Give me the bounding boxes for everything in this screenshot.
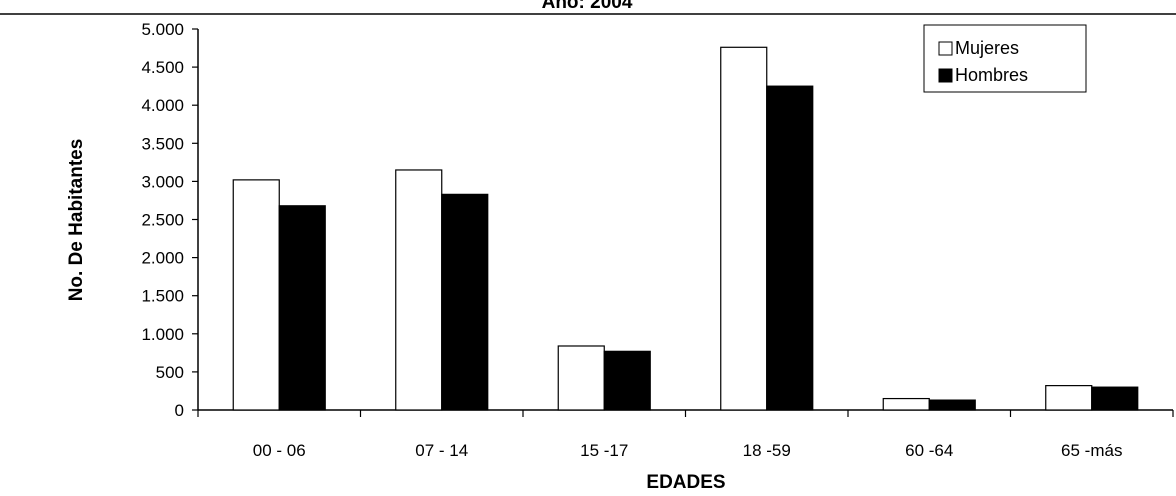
bar-mujeres	[720, 46, 768, 411]
legend-swatch-hombres	[938, 68, 953, 83]
x-axis-title: EDADES	[646, 472, 725, 493]
y-tick-label: 500	[156, 363, 184, 382]
x-tick-label: 60 -64	[905, 441, 953, 460]
bar-hombres	[928, 399, 976, 411]
plot-area: 0 500 1.000 1.500 2.000 2.500 3.000 3.500 4.000 4…	[141, 20, 1174, 460]
legend-label-hombres: Hombres	[955, 65, 1028, 85]
bar-hombres	[766, 85, 814, 411]
bar-mujeres	[882, 397, 930, 411]
x-tick-label: 18 -59	[743, 441, 791, 460]
x-tick-label: 65 -más	[1061, 441, 1122, 460]
bar-hombres	[603, 350, 651, 411]
y-tick-label: 1.000	[141, 325, 184, 344]
y-tick-label: 5.000	[141, 20, 184, 39]
y-axis-title: No. De Habitantes	[66, 139, 87, 302]
y-tick-label: 4.500	[141, 58, 184, 77]
x-tick-label: 07 - 14	[415, 441, 468, 460]
bar-hombres	[278, 205, 326, 411]
chart-title: Año: 2004	[542, 0, 633, 13]
x-tick-label: 00 - 06	[253, 441, 306, 460]
y-tick-label: 3.500	[141, 134, 184, 153]
bar-mujeres	[232, 179, 280, 411]
y-tick-label: 2.000	[141, 249, 184, 268]
y-tick-label: 0	[175, 401, 184, 420]
bar-hombres	[1091, 386, 1139, 411]
x-tick-label: 15 -17	[580, 441, 628, 460]
legend-swatch-mujeres	[938, 41, 953, 56]
bar-hombres	[441, 193, 489, 411]
bar-mujeres	[557, 345, 605, 411]
bar-mujeres	[1045, 385, 1093, 411]
y-tick-label: 2.500	[141, 211, 184, 230]
bar-mujeres	[395, 169, 443, 411]
legend: Mujeres Hombres	[923, 24, 1087, 93]
y-tick-label: 4.000	[141, 96, 184, 115]
y-tick-label: 3.000	[141, 172, 184, 191]
y-tick-label: 1.500	[141, 287, 184, 306]
legend-label-mujeres: Mujeres	[955, 38, 1019, 58]
